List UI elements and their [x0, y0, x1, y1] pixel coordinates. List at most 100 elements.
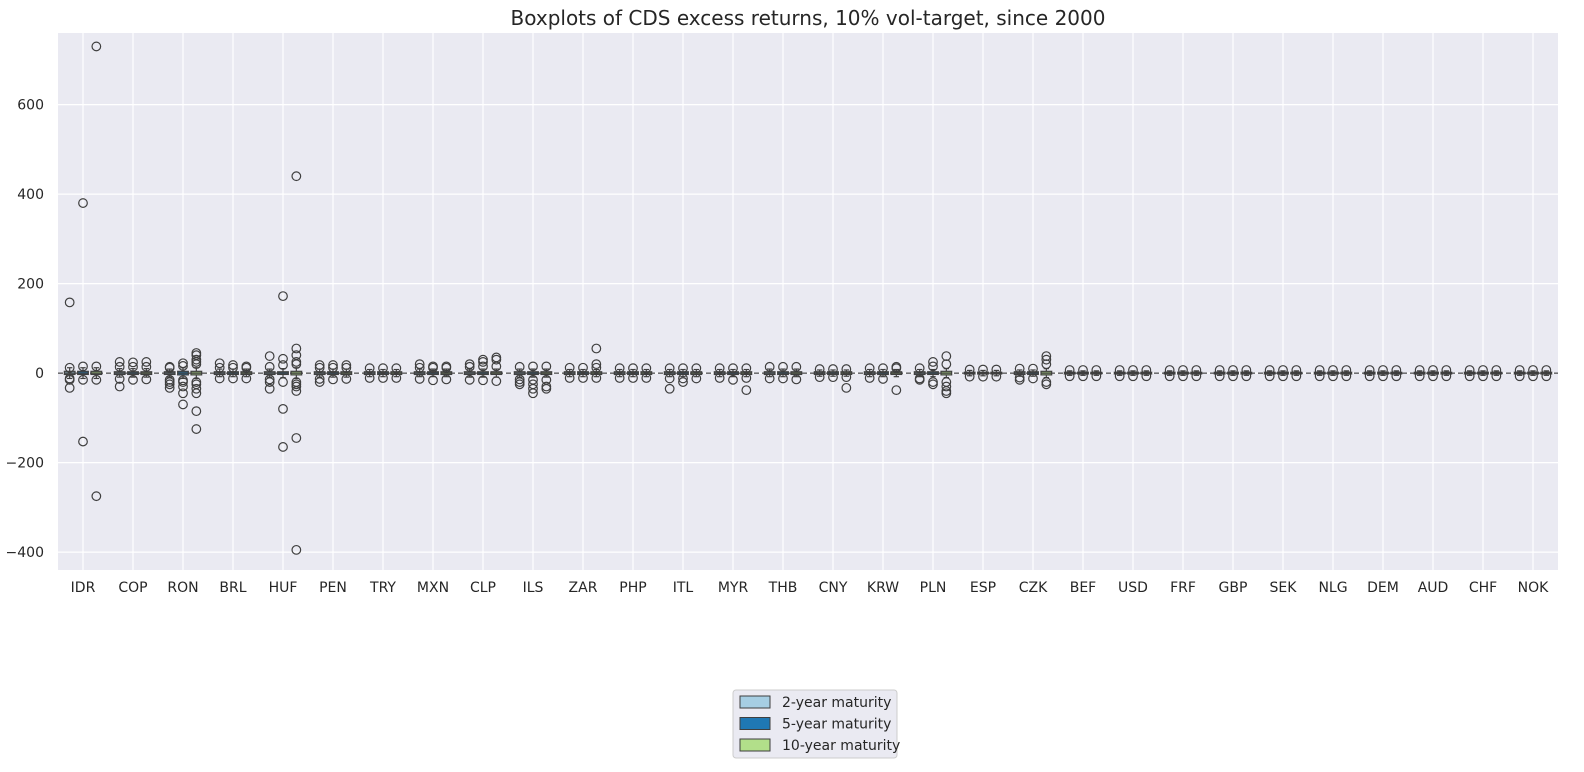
- x-tick-label: PHP: [619, 580, 646, 596]
- outlier-point: [1064, 365, 1075, 375]
- outlier-point: [1178, 371, 1188, 382]
- outlier-point: [764, 361, 775, 372]
- box-CNY-3: [840, 364, 853, 393]
- outlier-point: [314, 374, 325, 384]
- box-ESP-3: [990, 364, 1003, 382]
- y-tick-label: 400: [17, 187, 44, 203]
- box-ILS-3: [540, 361, 553, 394]
- outlier-point: [414, 362, 425, 373]
- outlier-point: [141, 357, 152, 367]
- outlier-point: [614, 363, 625, 374]
- box-PEN-1: [313, 360, 326, 387]
- outlier-point: [828, 372, 838, 383]
- legend-item: 10-year maturity: [739, 738, 900, 754]
- outlier-point: [1414, 365, 1425, 375]
- box-THB-2: [777, 361, 789, 384]
- outlier-point: [91, 491, 102, 502]
- outlier-point: [1391, 371, 1402, 382]
- box-ILS-1: [513, 361, 526, 390]
- x-axis: IDR COP RON BRL HUF PEN TRY MXN CLP ILS ZAR PHP ITL M…: [71, 580, 1549, 596]
- box-CZK-2: [1027, 363, 1039, 384]
- x-tick-label: HUF: [269, 580, 298, 596]
- outlier-point: [791, 374, 802, 385]
- legend-frame: [732, 689, 898, 759]
- outlier-point: [641, 373, 652, 383]
- x-tick-label: THB: [768, 580, 798, 596]
- outlier-point: [541, 381, 552, 392]
- box-IDR-1: [63, 297, 76, 393]
- outlier-point: [491, 361, 502, 372]
- legend-swatch: [739, 695, 771, 709]
- outlier-point: [628, 373, 638, 383]
- x-tick-label: BEF: [1070, 580, 1097, 596]
- outlier-point: [141, 374, 152, 385]
- outlier-point: [1264, 371, 1275, 382]
- outlier-point: [491, 354, 502, 365]
- outlier-point: [528, 361, 538, 372]
- box-CNY-1: [813, 364, 826, 383]
- outlier-point: [578, 362, 588, 373]
- box-CLP-1: [463, 359, 476, 385]
- y-tick-label: 600: [17, 98, 44, 114]
- outlier-point: [514, 377, 525, 387]
- outlier-point: [1491, 365, 1502, 375]
- x-tick-label: BRL: [219, 580, 246, 596]
- outlier-point: [114, 361, 125, 372]
- outlier-point: [741, 373, 752, 383]
- box-TRY-1: [363, 363, 376, 383]
- box-USD-3: [1140, 365, 1153, 382]
- outlier-point: [1141, 371, 1152, 382]
- box-BEF-3: [1090, 365, 1103, 382]
- outlier-point: [941, 359, 952, 370]
- outlier-point: [414, 359, 425, 370]
- box-ZAR-2: [577, 362, 589, 383]
- box-DEM-3: [1390, 365, 1403, 382]
- x-tick-label: NLG: [1318, 580, 1347, 596]
- outlier-point: [228, 360, 238, 370]
- box-MXN-2: [427, 361, 439, 386]
- chart-title: Boxplots of CDS excess returns, 10% vol-…: [511, 6, 1106, 30]
- y-axis: −400 −200 0 200 400 600: [6, 98, 44, 561]
- outlier-point: [478, 361, 488, 372]
- outlier-point: [191, 406, 202, 417]
- outlier-point: [1514, 371, 1525, 382]
- box-AUD-1: [1413, 365, 1426, 382]
- box-IDR-2: [77, 198, 89, 447]
- outlier-point: [941, 388, 952, 399]
- outlier-point: [528, 379, 538, 390]
- outlier-point: [241, 362, 252, 373]
- x-tick-label: MYR: [718, 580, 749, 596]
- box-FRF-2: [1177, 365, 1189, 382]
- box-BRL-1: [213, 358, 226, 384]
- outlier-point: [1541, 365, 1552, 375]
- outlier-point: [491, 376, 502, 387]
- outlier-point: [91, 361, 102, 372]
- box-IDR-3: [90, 41, 103, 502]
- outlier-point: [164, 374, 175, 385]
- outlier-point: [364, 373, 375, 383]
- box-HUF-3: [290, 171, 303, 555]
- outlier-point: [1191, 371, 1202, 382]
- outlier-point: [328, 360, 338, 370]
- outlier-point: [364, 363, 375, 374]
- box-TRY-3: [390, 363, 403, 383]
- box-RON-3: [190, 348, 203, 434]
- box-HUF-2: [277, 291, 289, 452]
- box-TRY-2: [377, 363, 389, 383]
- outlier-point: [1314, 371, 1325, 382]
- outlier-point: [64, 373, 75, 384]
- outlier-point: [914, 373, 925, 384]
- outlier-point: [291, 433, 302, 443]
- outlier-point: [1278, 371, 1288, 382]
- outlier-point: [1028, 363, 1038, 374]
- outlier-point: [191, 383, 202, 394]
- x-tick-label: COP: [118, 580, 147, 596]
- box-DEM-1: [1363, 365, 1376, 382]
- box-NOK-1: [1513, 365, 1526, 382]
- outlier-point: [1264, 365, 1275, 375]
- outlier-point: [1291, 371, 1302, 382]
- box-BEF-1: [1063, 365, 1076, 382]
- outlier-point: [314, 377, 325, 387]
- outlier-point: [214, 358, 225, 369]
